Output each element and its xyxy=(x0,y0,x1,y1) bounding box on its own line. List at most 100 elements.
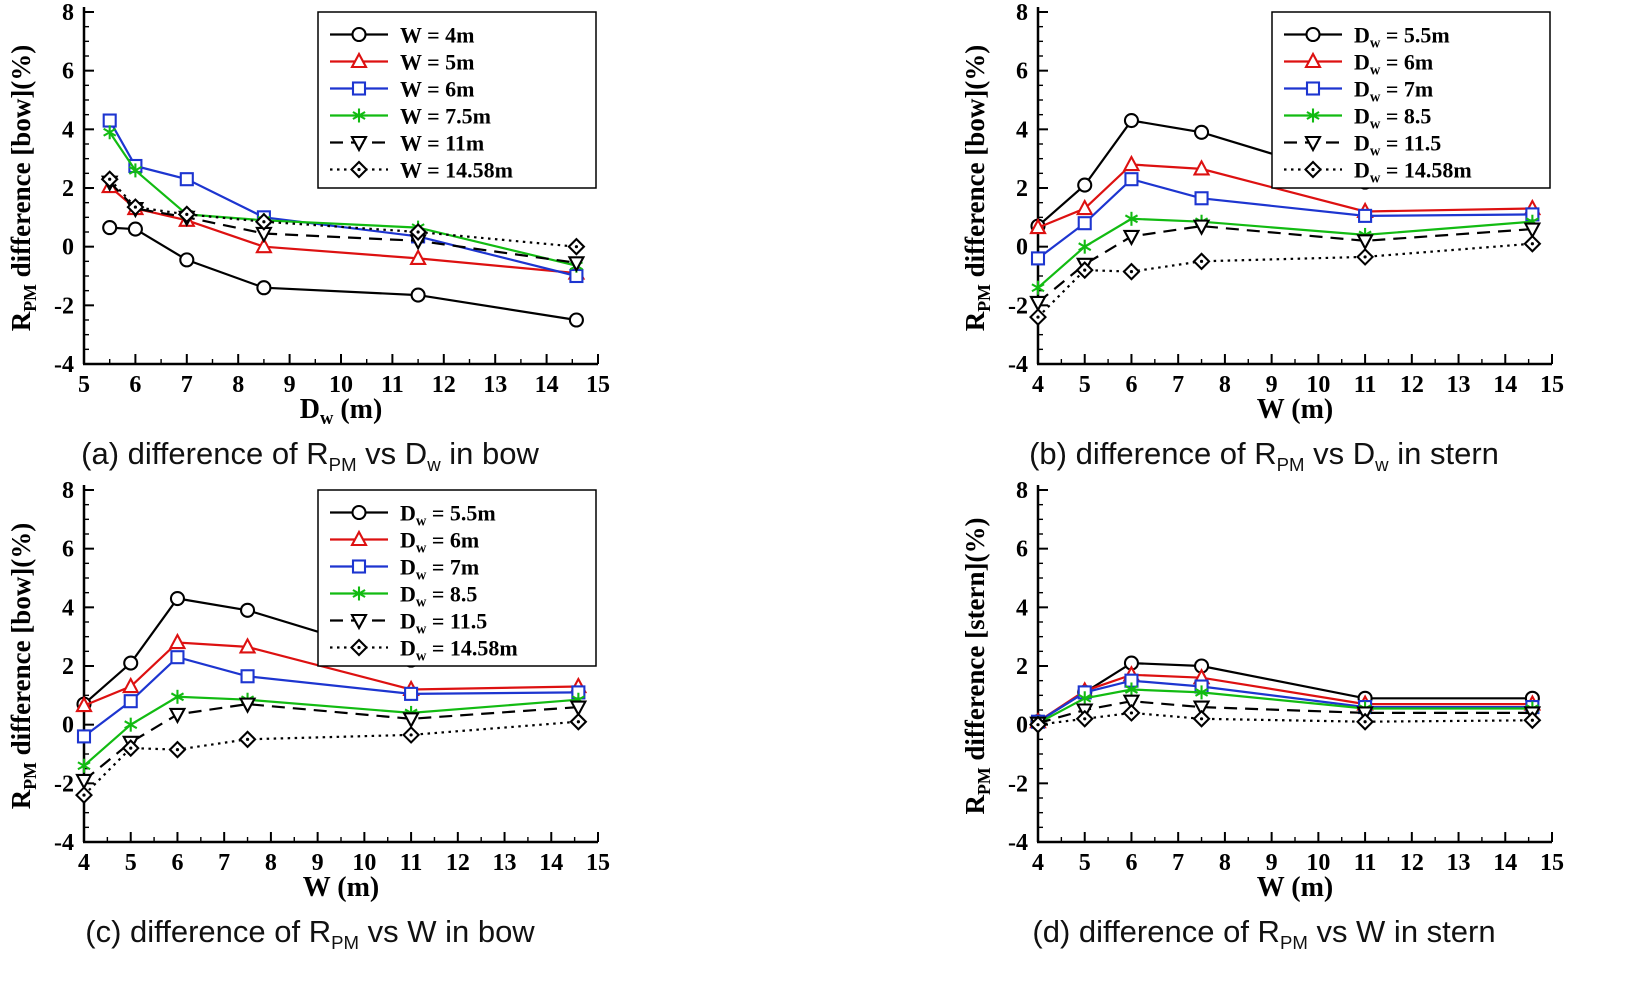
svg-text:RPM difference [bow](%): RPM difference [bow](%) xyxy=(960,45,994,332)
svg-text:11: 11 xyxy=(1354,372,1377,398)
svg-text:0: 0 xyxy=(62,713,74,739)
series-line-5 xyxy=(83,720,579,796)
svg-text:W = 5m: W = 5m xyxy=(400,50,474,75)
chart-d: 4 5 6 7 8 9 10 11 12 13 14 15 -4 -2 0 2 4 6 8 W (m) RPM diff… xyxy=(958,478,1570,908)
svg-text:Dw = 8.5: Dw = 8.5 xyxy=(400,582,477,611)
svg-text:Dw = 7m: Dw = 7m xyxy=(400,555,479,584)
svg-text:5: 5 xyxy=(1079,850,1091,876)
svg-text:7: 7 xyxy=(1172,850,1184,876)
panel-b: 4 5 6 7 8 9 10 11 12 13 14 15 -4 -2 0 2 4 6 8 W (m) RPM diff… xyxy=(958,0,1570,476)
caption-d: (d) difference of RPM vs W in stern xyxy=(1032,914,1496,954)
svg-text:Dw = 8.5: Dw = 8.5 xyxy=(1354,104,1431,133)
series-line-4 xyxy=(1037,700,1533,725)
svg-text:Dw = 6m: Dw = 6m xyxy=(1354,50,1433,79)
line-chart: 4 5 6 7 8 9 10 11 12 13 14 15 -4 -2 0 2 4 6 8 W (m) RPM diff… xyxy=(6,478,610,903)
svg-text:5: 5 xyxy=(78,372,90,398)
svg-text:-4: -4 xyxy=(54,352,74,378)
svg-text:12: 12 xyxy=(432,372,456,398)
svg-text:0: 0 xyxy=(1016,235,1028,261)
svg-text:Dw (m): Dw (m) xyxy=(300,394,383,429)
svg-text:0: 0 xyxy=(62,235,74,261)
svg-text:Dw = 14.58m: Dw = 14.58m xyxy=(1354,158,1472,187)
svg-text:7: 7 xyxy=(218,850,230,876)
figure-grid: 5 6 7 8 9 10 11 12 13 14 15 -4 -2 0 2 4 6 8 Dw (m) RPM diff… xyxy=(4,0,1570,954)
svg-text:Dw = 14.58m: Dw = 14.58m xyxy=(400,636,518,665)
svg-text:RPM difference [bow](%): RPM difference [bow](%) xyxy=(6,45,40,332)
panel-a: 5 6 7 8 9 10 11 12 13 14 15 -4 -2 0 2 4 6 8 Dw (m) RPM diff… xyxy=(4,0,616,476)
svg-text:6: 6 xyxy=(171,850,183,876)
svg-text:2: 2 xyxy=(62,176,74,202)
series-line-2 xyxy=(1037,679,1533,723)
svg-text:Dw = 5.5m: Dw = 5.5m xyxy=(1354,23,1450,52)
series-line-2 xyxy=(83,655,579,738)
svg-text:10: 10 xyxy=(352,850,376,876)
svg-text:4: 4 xyxy=(1016,117,1028,143)
series-line-2 xyxy=(1037,177,1533,260)
svg-text:2: 2 xyxy=(62,654,74,680)
svg-text:12: 12 xyxy=(1400,372,1424,398)
series-line-2 xyxy=(108,119,577,278)
svg-text:5: 5 xyxy=(1079,372,1091,398)
series-line-0 xyxy=(109,226,577,322)
caption-c: (c) difference of RPM vs W in bow xyxy=(85,914,535,954)
svg-text:W (m): W (m) xyxy=(1257,394,1333,425)
svg-text:6: 6 xyxy=(1125,372,1137,398)
svg-text:Dw = 11.5: Dw = 11.5 xyxy=(1354,131,1441,160)
svg-text:15: 15 xyxy=(1540,372,1564,398)
series-line-3 xyxy=(83,695,579,767)
svg-text:W (m): W (m) xyxy=(303,872,379,903)
svg-text:11: 11 xyxy=(1354,850,1377,876)
svg-text:10: 10 xyxy=(329,372,353,398)
svg-text:RPM difference [bow](%): RPM difference [bow](%) xyxy=(6,523,40,810)
chart-b: 4 5 6 7 8 9 10 11 12 13 14 15 -4 -2 0 2 4 6 8 W (m) RPM diff… xyxy=(958,0,1570,430)
svg-text:Dw = 6m: Dw = 6m xyxy=(400,528,479,557)
svg-text:13: 13 xyxy=(1447,850,1471,876)
svg-text:6: 6 xyxy=(62,59,74,85)
svg-text:9: 9 xyxy=(284,372,296,398)
svg-text:W = 14.58m: W = 14.58m xyxy=(400,158,513,183)
svg-text:W = 7.5m: W = 7.5m xyxy=(400,104,491,129)
svg-text:2: 2 xyxy=(1016,654,1028,680)
svg-text:6: 6 xyxy=(1125,850,1137,876)
caption-b: (b) difference of RPM vs Dw in stern xyxy=(1029,436,1499,476)
svg-text:6: 6 xyxy=(129,372,141,398)
svg-text:7: 7 xyxy=(181,372,193,398)
svg-text:4: 4 xyxy=(1016,595,1028,621)
series-line-5 xyxy=(1037,711,1533,726)
svg-text:14: 14 xyxy=(1493,372,1517,398)
svg-text:9: 9 xyxy=(1266,850,1278,876)
line-chart: 5 6 7 8 9 10 11 12 13 14 15 -4 -2 0 2 4 6 8 Dw (m) RPM diff… xyxy=(6,0,610,429)
svg-text:2: 2 xyxy=(1016,176,1028,202)
svg-text:8: 8 xyxy=(1016,480,1028,504)
svg-text:8: 8 xyxy=(1219,372,1231,398)
series-line-3 xyxy=(1037,688,1533,725)
svg-text:4: 4 xyxy=(1032,372,1044,398)
svg-text:4: 4 xyxy=(62,117,74,143)
svg-text:-2: -2 xyxy=(1008,771,1028,797)
svg-text:8: 8 xyxy=(232,372,244,398)
series-line-5 xyxy=(1037,242,1533,318)
svg-text:11: 11 xyxy=(400,850,423,876)
svg-text:8: 8 xyxy=(62,2,74,26)
svg-text:-4: -4 xyxy=(1008,352,1028,378)
svg-text:RPM difference [stern](%): RPM difference [stern](%) xyxy=(960,517,994,814)
svg-text:8: 8 xyxy=(1219,850,1231,876)
line-chart: 4 5 6 7 8 9 10 11 12 13 14 15 -4 -2 0 2 4 6 8 W (m) RPM diff… xyxy=(960,478,1564,903)
svg-text:-2: -2 xyxy=(54,771,74,797)
svg-text:W (m): W (m) xyxy=(1257,872,1333,903)
svg-text:6: 6 xyxy=(1016,59,1028,85)
svg-text:8: 8 xyxy=(1016,2,1028,26)
svg-text:8: 8 xyxy=(265,850,277,876)
svg-text:-4: -4 xyxy=(54,830,74,856)
svg-text:-2: -2 xyxy=(1008,293,1028,319)
svg-text:4: 4 xyxy=(1032,850,1044,876)
series-line-3 xyxy=(108,131,577,267)
svg-text:13: 13 xyxy=(1447,372,1471,398)
svg-text:15: 15 xyxy=(586,372,610,398)
svg-text:6: 6 xyxy=(62,537,74,563)
svg-text:-4: -4 xyxy=(1008,830,1028,856)
series-line-4 xyxy=(83,702,579,782)
caption-a: (a) difference of RPM vs Dw in bow xyxy=(81,436,539,476)
